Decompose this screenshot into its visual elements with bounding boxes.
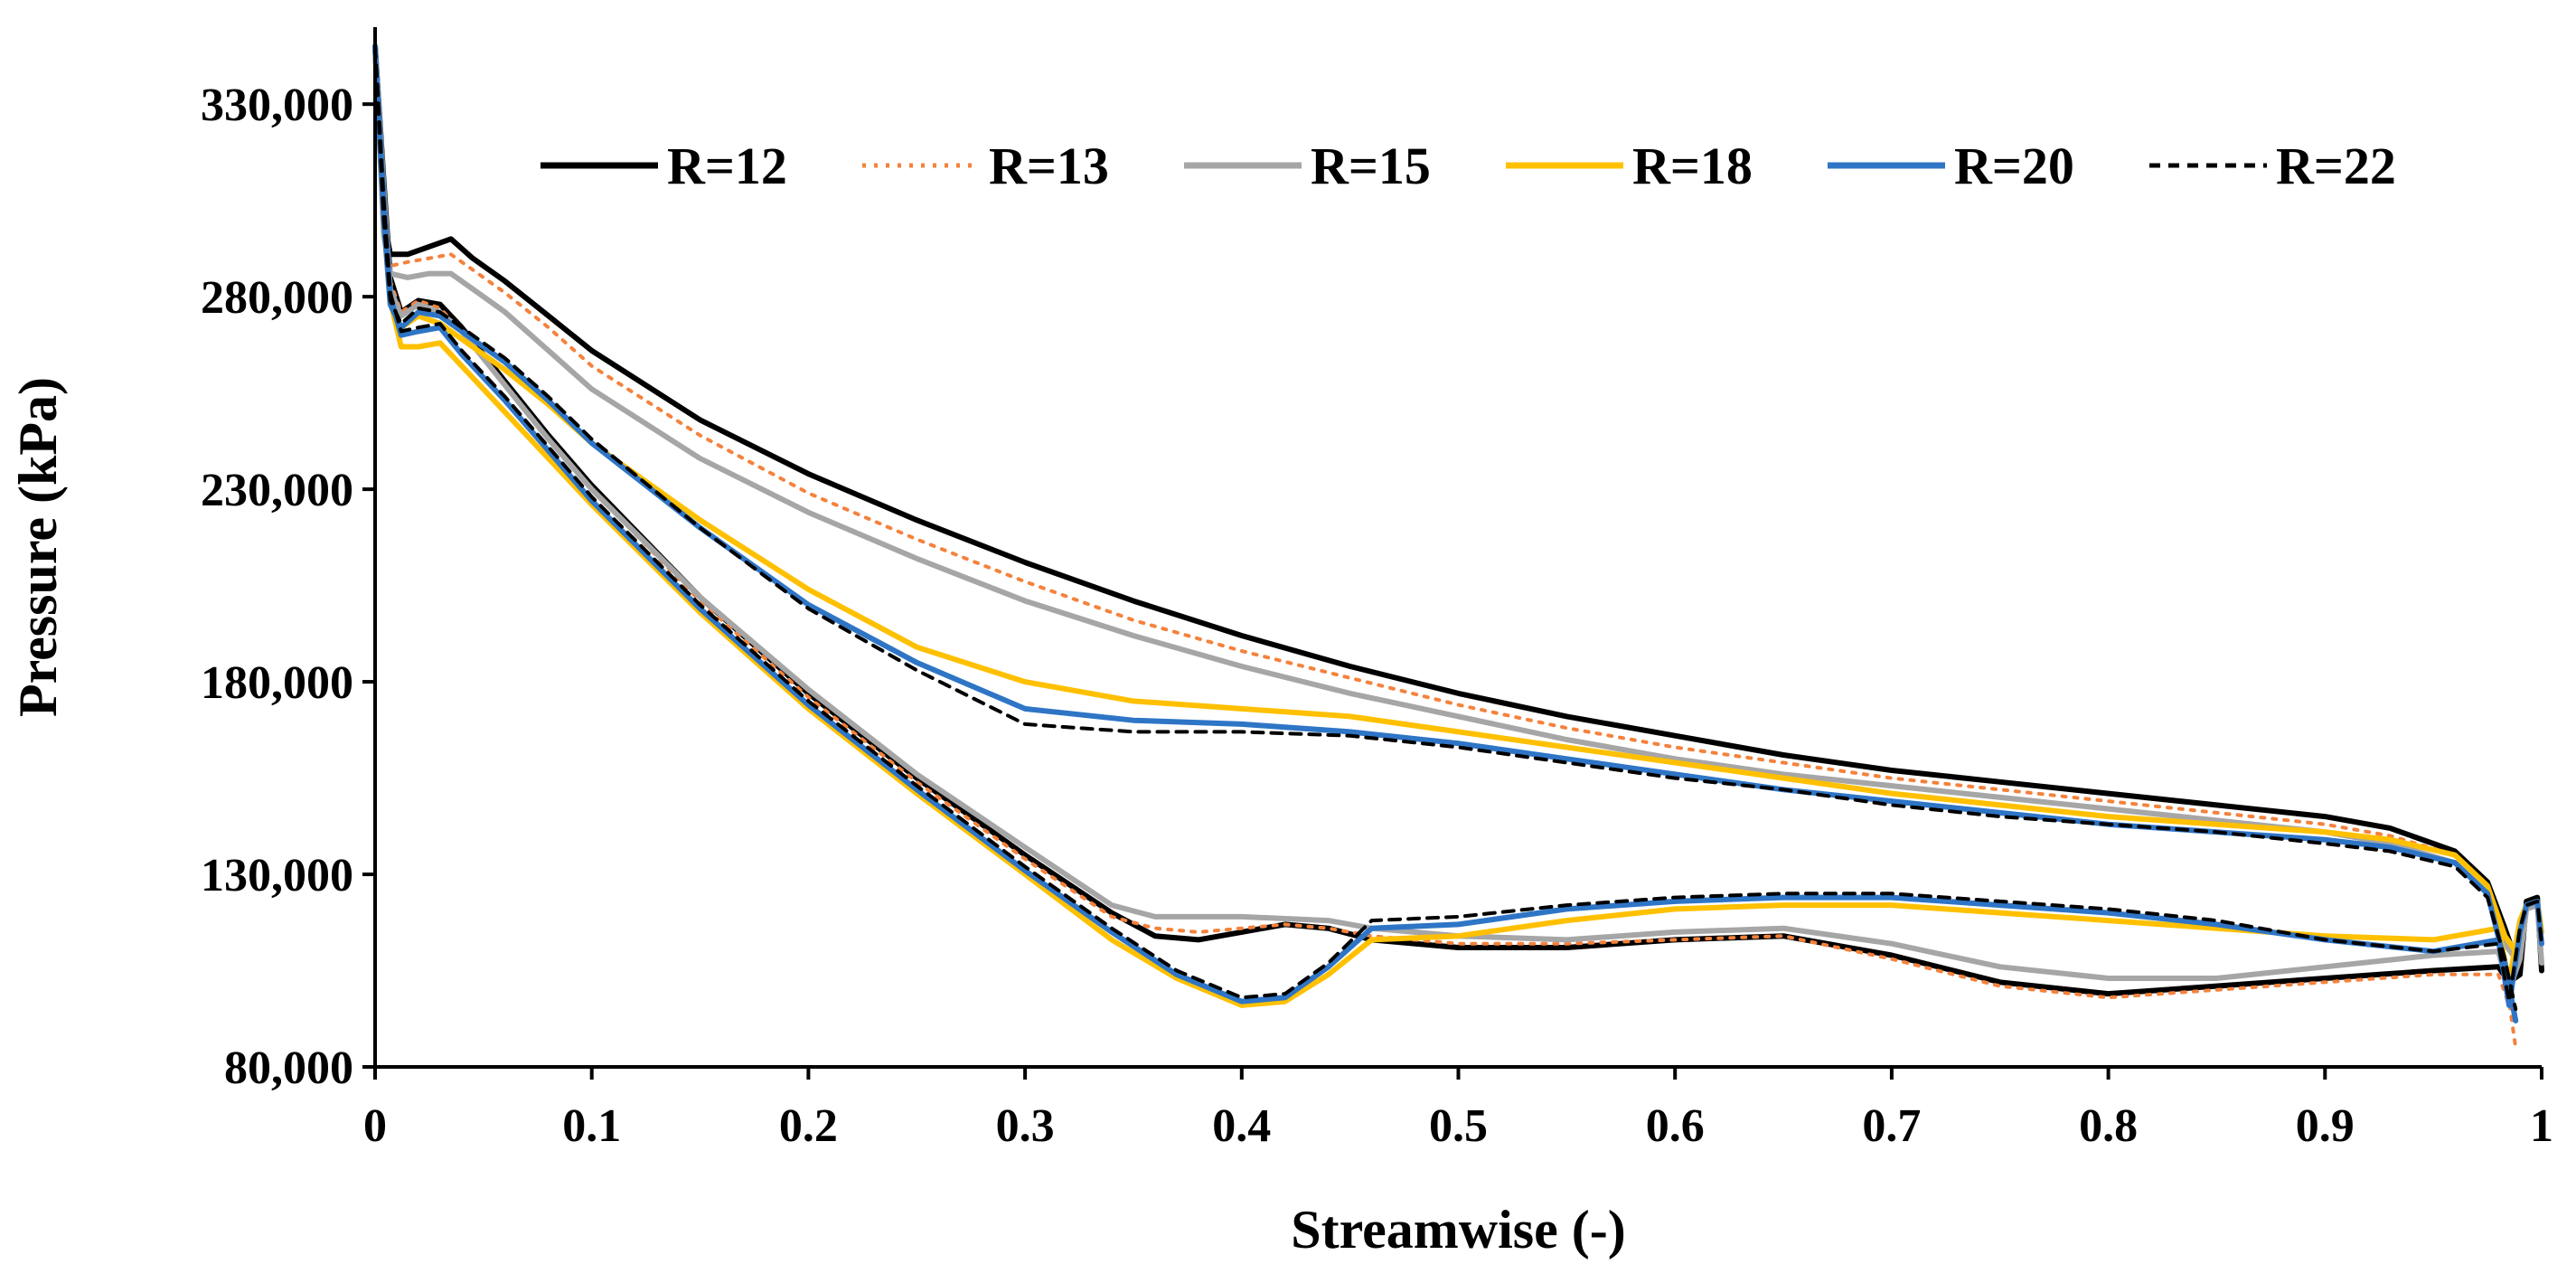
y-axis-title: Pressure (kPa) — [8, 377, 68, 717]
series-r22-upper-line — [373, 44, 2518, 1012]
x-tick-label: 0.5 — [1429, 1100, 1488, 1152]
legend-label-r22: R=22 — [2276, 137, 2396, 195]
x-tick-label: 0.1 — [562, 1100, 621, 1152]
y-tick-label: 330,000 — [201, 80, 353, 131]
legend-label-r18: R=18 — [1632, 137, 1753, 195]
legend: R=12 R=13 R=15 R=18 R=20 R=22 — [541, 137, 2396, 195]
y-axis-ticks: 80,000 130,000 180,000 230,000 280,000 330,00… — [201, 80, 375, 1094]
x-tick-label: 0.9 — [2296, 1100, 2355, 1152]
x-tick-label: 0.7 — [1862, 1100, 1921, 1152]
x-tick-label: 0.4 — [1212, 1100, 1271, 1152]
x-tick-label: 0.3 — [996, 1100, 1055, 1152]
legend-label-r20: R=20 — [1954, 137, 2074, 195]
x-tick-label: 0.6 — [1646, 1100, 1705, 1152]
series-r22-lower-line — [373, 44, 2543, 1004]
y-tick-label: 80,000 — [224, 1042, 353, 1094]
legend-label-r13: R=13 — [989, 137, 1109, 195]
legend-label-r12: R=12 — [667, 137, 787, 195]
x-axis-ticks: 0 0.1 0.2 0.3 0.4 0.5 0.6 0.7 0.8 0.9 1 — [363, 1067, 2553, 1152]
x-tick-label: 1 — [2530, 1100, 2553, 1152]
series-r20-upper-line — [372, 43, 2519, 1024]
x-tick-label: 0.2 — [779, 1100, 838, 1152]
x-tick-label: 0 — [363, 1100, 387, 1152]
x-axis-title: Streamwise (-) — [1291, 1200, 1625, 1259]
series-r18-lower-line — [372, 43, 2544, 1008]
series-r12-upper-line — [372, 43, 2519, 962]
y-tick-label: 180,000 — [201, 657, 353, 709]
legend-label-r15: R=15 — [1311, 137, 1431, 195]
y-tick-label: 280,000 — [201, 272, 353, 324]
series-r13-upper-line — [373, 44, 2518, 1050]
x-tick-label: 0.8 — [2079, 1100, 2138, 1152]
y-tick-label: 130,000 — [201, 850, 353, 901]
series-r20-lower-line — [372, 43, 2544, 1008]
series-layer — [372, 43, 2544, 1050]
y-tick-label: 230,000 — [201, 465, 353, 516]
